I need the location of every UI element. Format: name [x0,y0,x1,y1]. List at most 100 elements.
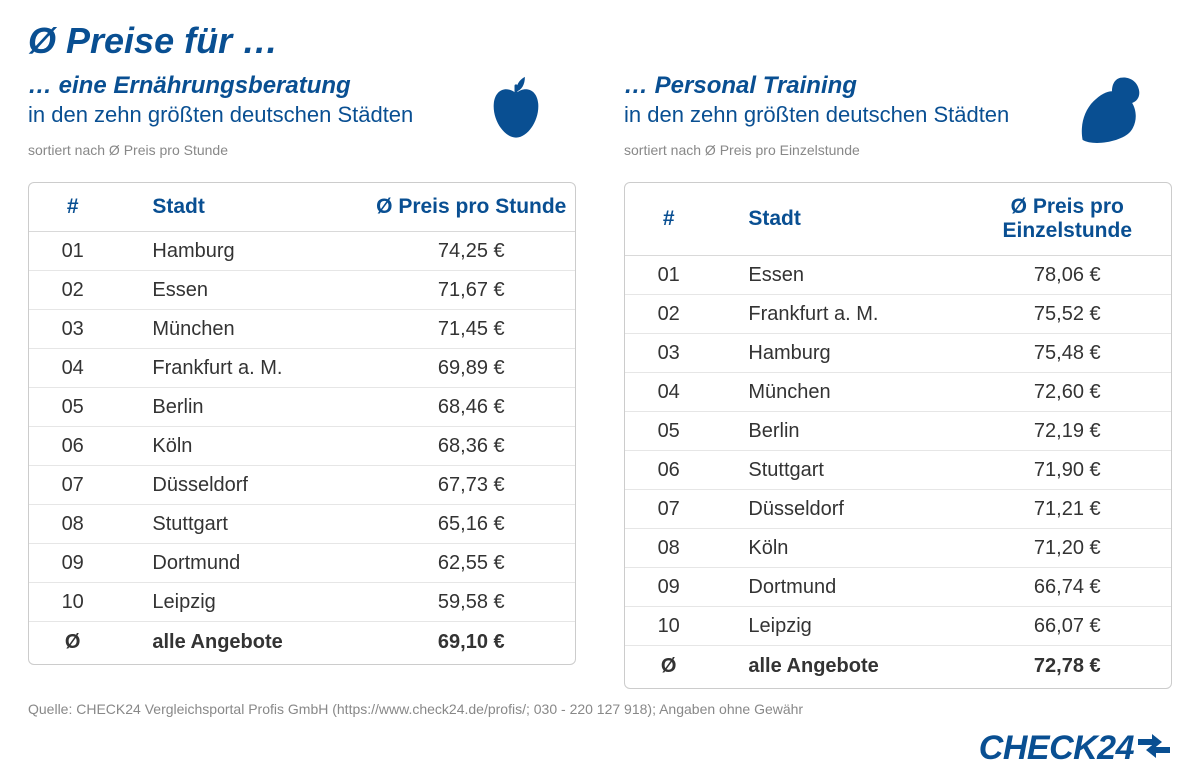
table-row: 04München72,60 € [625,373,1171,412]
cell-price: 68,36 € [368,427,575,466]
cell-rank: 08 [29,505,116,544]
table-row: 08Köln71,20 € [625,529,1171,568]
price-table-nutrition: # Stadt Ø Preis pro Stunde 01Hamburg74,2… [29,187,575,664]
cell-rank: 04 [29,349,116,388]
cell-price: 66,74 € [964,568,1171,607]
cell-city: München [116,310,367,349]
cell-city: Berlin [712,412,963,451]
panel-header-training: … Personal Training in den zehn größten … [624,72,1172,176]
table-row: 02Frankfurt a. M.75,52 € [625,295,1171,334]
cell-rank: 02 [29,271,116,310]
cell-city: Frankfurt a. M. [712,295,963,334]
table-row: 05Berlin68,46 € [29,388,575,427]
cell-price: 78,06 € [964,256,1171,295]
cell-price: 59,58 € [368,583,575,622]
col-city: Stadt [116,187,367,232]
cell-city: Dortmund [712,568,963,607]
source-footnote: Quelle: CHECK24 Vergleichsportal Profis … [28,701,1172,717]
cell-city: Frankfurt a. M. [116,349,367,388]
cell-price: 71,67 € [368,271,575,310]
cell-city: Dortmund [116,544,367,583]
cell-rank: 09 [29,544,116,583]
cell-rank: 10 [29,583,116,622]
cell-rank: Ø [625,646,712,689]
cell-rank: Ø [29,622,116,665]
cell-price: 62,55 € [368,544,575,583]
table-row: 06Köln68,36 € [29,427,575,466]
cell-price: 72,60 € [964,373,1171,412]
cell-price: 75,52 € [964,295,1171,334]
cell-rank: 08 [625,529,712,568]
col-price: Ø Preis pro Einzelstunde [964,187,1171,256]
cell-price: 74,25 € [368,232,575,271]
cell-rank: 07 [625,490,712,529]
cell-price: 69,89 € [368,349,575,388]
cell-city: Berlin [116,388,367,427]
table-row: 06Stuttgart71,90 € [625,451,1171,490]
cell-price: 72,78 € [964,646,1171,689]
cell-price: 65,16 € [368,505,575,544]
table-row: 09Dortmund66,74 € [625,568,1171,607]
apple-icon [472,64,560,152]
table-row: 10Leipzig66,07 € [625,607,1171,646]
cell-city: alle Angebote [116,622,367,665]
cell-city: München [712,373,963,412]
logo-label: CHECK24 [979,729,1134,768]
cell-city: Leipzig [116,583,367,622]
logo-arrows-icon [1136,731,1172,770]
cell-rank: 10 [625,607,712,646]
cell-city: Köln [116,427,367,466]
table-row: 03Hamburg75,48 € [625,334,1171,373]
cell-rank: 05 [29,388,116,427]
cell-city: Köln [712,529,963,568]
table-row-total: Øalle Angebote72,78 € [625,646,1171,689]
cell-city: Stuttgart [116,505,367,544]
table-body-training: 01Essen78,06 €02Frankfurt a. M.75,52 €03… [625,256,1171,689]
cell-rank: 09 [625,568,712,607]
cell-price: 75,48 € [964,334,1171,373]
cell-rank: 06 [29,427,116,466]
cell-rank: 04 [625,373,712,412]
page-title: Ø Preise für … [28,20,1172,62]
flex-arm-icon [1068,64,1156,152]
table-row: 07Düsseldorf67,73 € [29,466,575,505]
cell-city: Düsseldorf [712,490,963,529]
table-row: 01Hamburg74,25 € [29,232,575,271]
cell-rank: 05 [625,412,712,451]
panel-nutrition: … eine Ernährungsberatung in den zehn gr… [28,72,576,689]
cell-rank: 03 [29,310,116,349]
cell-price: 72,19 € [964,412,1171,451]
cell-city: Hamburg [712,334,963,373]
cell-rank: 01 [29,232,116,271]
cell-city: Düsseldorf [116,466,367,505]
cell-price: 69,10 € [368,622,575,665]
table-row: 01Essen78,06 € [625,256,1171,295]
cell-price: 71,90 € [964,451,1171,490]
cell-price: 71,45 € [368,310,575,349]
cell-price: 71,20 € [964,529,1171,568]
cell-price: 68,46 € [368,388,575,427]
cell-price: 66,07 € [964,607,1171,646]
cell-price: 67,73 € [368,466,575,505]
col-rank: # [625,187,712,256]
table-row: 03München71,45 € [29,310,575,349]
cell-city: Leipzig [712,607,963,646]
col-city: Stadt [712,187,963,256]
cell-rank: 02 [625,295,712,334]
cell-city: Hamburg [116,232,367,271]
cell-city: alle Angebote [712,646,963,689]
table-row: 05Berlin72,19 € [625,412,1171,451]
table-row: 02Essen71,67 € [29,271,575,310]
table-row-total: Øalle Angebote69,10 € [29,622,575,665]
price-table-training: # Stadt Ø Preis pro Einzelstunde 01Essen… [625,187,1171,688]
table-header-row: # Stadt Ø Preis pro Stunde [29,187,575,232]
table-row: 07Düsseldorf71,21 € [625,490,1171,529]
cell-rank: 06 [625,451,712,490]
cell-city: Essen [712,256,963,295]
table-body-nutrition: 01Hamburg74,25 €02Essen71,67 €03München7… [29,232,575,665]
cell-city: Essen [116,271,367,310]
cell-price: 71,21 € [964,490,1171,529]
table-header-row: # Stadt Ø Preis pro Einzelstunde [625,187,1171,256]
table-card-training: # Stadt Ø Preis pro Einzelstunde 01Essen… [624,182,1172,689]
col-price: Ø Preis pro Stunde [368,187,575,232]
